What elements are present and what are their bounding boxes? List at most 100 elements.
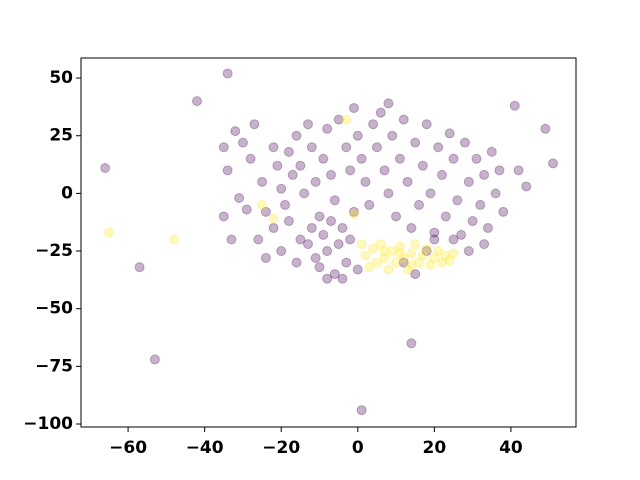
point <box>509 100 520 111</box>
point <box>303 239 314 250</box>
point <box>513 165 524 176</box>
point <box>394 153 405 164</box>
point <box>398 252 409 263</box>
point <box>310 176 321 187</box>
point <box>429 227 440 238</box>
point <box>440 250 451 261</box>
point <box>379 165 390 176</box>
point <box>322 246 333 257</box>
point <box>371 142 382 153</box>
point <box>540 123 551 134</box>
y-tick-label: 0 <box>61 183 73 203</box>
point <box>391 257 402 268</box>
point <box>230 126 241 137</box>
point <box>341 257 352 268</box>
point <box>325 169 336 180</box>
point <box>103 227 114 238</box>
point <box>314 262 325 273</box>
point <box>360 176 371 187</box>
point <box>448 153 459 164</box>
point <box>341 142 352 153</box>
point <box>433 142 444 153</box>
y-tick-label: −50 <box>35 299 73 319</box>
point <box>410 239 421 250</box>
point <box>421 246 432 257</box>
point <box>437 169 448 180</box>
point <box>444 255 455 266</box>
point <box>375 239 386 250</box>
point <box>437 257 448 268</box>
point <box>444 128 455 139</box>
point <box>521 181 532 192</box>
point <box>494 165 505 176</box>
point <box>498 206 509 217</box>
point <box>272 160 283 171</box>
point <box>459 137 470 148</box>
x-tick-label: −40 <box>186 438 224 458</box>
point <box>406 338 417 349</box>
point <box>402 176 413 187</box>
point <box>368 243 379 254</box>
point <box>318 229 329 240</box>
point <box>306 142 317 153</box>
point <box>398 114 409 125</box>
point <box>387 246 398 257</box>
point <box>391 211 402 222</box>
point <box>368 119 379 130</box>
y-tick-label: −75 <box>35 356 73 376</box>
point <box>257 176 268 187</box>
point <box>375 107 386 118</box>
point <box>394 241 405 252</box>
point <box>191 96 202 107</box>
point <box>295 160 306 171</box>
point <box>356 405 367 416</box>
point <box>283 216 294 227</box>
point <box>268 222 279 233</box>
point <box>333 114 344 125</box>
point <box>421 243 432 254</box>
point <box>383 98 394 109</box>
point <box>421 119 432 130</box>
point <box>295 234 306 245</box>
point <box>341 114 352 125</box>
point <box>417 250 428 261</box>
point <box>310 252 321 263</box>
point <box>425 188 436 199</box>
point <box>433 246 444 257</box>
point <box>371 257 382 268</box>
point <box>429 252 440 263</box>
point <box>283 146 294 157</box>
point <box>383 264 394 275</box>
point <box>249 119 260 130</box>
point <box>352 264 363 275</box>
point <box>410 269 421 280</box>
point <box>383 188 394 199</box>
x-tick-label: 20 <box>423 438 447 458</box>
y-tick-label: 50 <box>49 68 73 88</box>
point <box>548 158 559 169</box>
point <box>276 246 287 257</box>
point <box>318 153 329 164</box>
point <box>299 188 310 199</box>
point <box>364 262 375 273</box>
point <box>406 222 417 233</box>
point <box>325 216 336 227</box>
point <box>268 213 279 224</box>
point <box>329 269 340 280</box>
x-tick-label: 40 <box>499 438 523 458</box>
point <box>490 188 501 199</box>
point <box>222 68 233 79</box>
point <box>348 209 359 220</box>
point <box>479 239 490 250</box>
point <box>291 257 302 268</box>
point <box>387 130 398 141</box>
point <box>345 234 356 245</box>
point <box>348 103 359 114</box>
point <box>149 354 160 365</box>
point <box>440 211 451 222</box>
point <box>463 176 474 187</box>
point <box>425 259 436 270</box>
y-tick-label: −25 <box>35 241 73 261</box>
point <box>268 142 279 153</box>
point <box>356 239 367 250</box>
